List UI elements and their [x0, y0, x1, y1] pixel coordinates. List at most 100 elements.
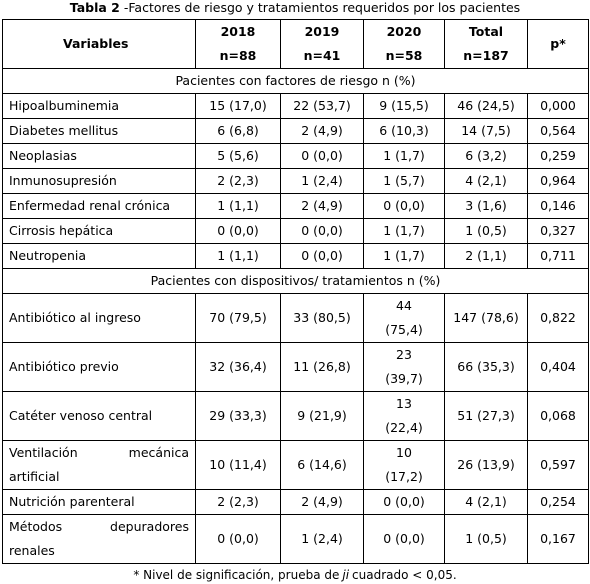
table-row: Diabetes mellitus 6 (6,8) 2 (4,9) 6 (10,3) 1…: [2, 118, 589, 144]
cell: 4 (2,1): [444, 168, 528, 194]
header-cell: p*: [527, 19, 589, 69]
cell: 2 (4,9): [280, 489, 364, 515]
cell: 2 (2,3): [195, 168, 281, 194]
cell: 2 (1,1): [444, 243, 528, 269]
cell: 3 (1,6): [444, 193, 528, 219]
cell: 10 (11,4): [195, 440, 281, 490]
cell: 23 (39,7): [363, 342, 445, 392]
footnote-text: cuadrado < 0,05.: [352, 568, 457, 582]
section-row: Pacientes con factores de riesgo n (%): [2, 68, 589, 94]
table-row: Ventilación mecánica artificial 10 (11,4)…: [2, 440, 589, 490]
header-n: n=88: [219, 48, 257, 63]
cell: 6 (10,3): [363, 118, 445, 144]
header-cell: 2020 n=58: [363, 19, 445, 69]
cell: 1 (0,5): [444, 218, 528, 244]
cell: 0,711: [527, 243, 589, 269]
table-row: Antibiótico previo 32 (36,4) 11 (26,8) 23 (…: [2, 342, 589, 392]
cell: 1 (1,7): [363, 143, 445, 169]
cell: 4 (2,1): [444, 489, 528, 515]
cell: 1 (1,1): [195, 243, 281, 269]
cell: 51 (27,3): [444, 391, 528, 441]
header-n: n=58: [385, 48, 423, 63]
header-n: n=187: [463, 48, 509, 63]
header-row: Variables 2018 n=88 2019 n=41 2020 n=58 Total n=…: [2, 19, 589, 69]
header-year: 2019: [304, 24, 340, 39]
header-year: Total: [468, 24, 504, 39]
title-label: Tabla 2: [69, 0, 120, 15]
table-row: Catéter venoso central 29 (33,3) 9 (21,9) 1…: [2, 391, 589, 441]
row-label: Métodos depuradores renales: [2, 514, 196, 564]
cell: 2 (4,9): [280, 118, 364, 144]
table-title: Tabla 2 -Factores de riesgo y tratamiento…: [0, 0, 590, 16]
cell: 13 (22,4): [363, 391, 445, 441]
cell: 44 (75,4): [363, 293, 445, 343]
cell: 0,404: [527, 342, 589, 392]
header-year: 2020: [386, 24, 422, 39]
title-text: -Factores de riesgo y tratamientos reque…: [123, 0, 521, 15]
row-label: Antibiótico al ingreso: [2, 293, 196, 343]
cell: 0 (0,0): [280, 143, 364, 169]
row-label: Enfermedad renal crónica: [2, 193, 196, 219]
cell: 6 (14,6): [280, 440, 364, 490]
row-label: Neoplasias: [2, 143, 196, 169]
cell: 5 (5,6): [195, 143, 281, 169]
cell: 1 (1,7): [363, 218, 445, 244]
cell: 6 (6,8): [195, 118, 281, 144]
cell: 32 (36,4): [195, 342, 281, 392]
row-label: Neutropenia: [2, 243, 196, 269]
footnote-text: * Nivel de significación, prueba de: [133, 568, 340, 582]
footnote: * Nivel de significación, prueba de ji cua…: [0, 568, 590, 582]
table-row: Neoplasias 5 (5,6) 0 (0,0) 1 (1,7) 6 (3,2) 0,…: [2, 143, 589, 169]
row-label: Inmunosupresión: [2, 168, 196, 194]
cell: 2 (4,9): [280, 193, 364, 219]
table: Variables 2018 n=88 2019 n=41 2020 n=58 Total n=…: [2, 19, 589, 564]
table-body: Pacientes con factores de riesgo n (%) Hi…: [2, 68, 589, 564]
cell: 0,167: [527, 514, 589, 564]
row-label: Catéter venoso central: [2, 391, 196, 441]
cell: 0 (0,0): [195, 514, 281, 564]
cell: 9 (15,5): [363, 93, 445, 119]
cell: 46 (24,5): [444, 93, 528, 119]
cell: 1 (0,5): [444, 514, 528, 564]
cell: 14 (7,5): [444, 118, 528, 144]
header-cell: Variables: [2, 19, 196, 69]
header-cell: 2019 n=41: [280, 19, 364, 69]
cell: 0 (0,0): [280, 243, 364, 269]
section-title: Pacientes con dispositivos/ tratamientos…: [2, 268, 589, 294]
table-row: Nutrición parenteral 2 (2,3) 2 (4,9) 0 (0,0…: [2, 489, 589, 515]
cell: 1 (5,7): [363, 168, 445, 194]
cell: 1 (2,4): [280, 168, 364, 194]
row-label: Diabetes mellitus: [2, 118, 196, 144]
cell: 2 (2,3): [195, 489, 281, 515]
section-row: Pacientes con dispositivos/ tratamientos…: [2, 268, 589, 294]
cell: 0 (0,0): [363, 514, 445, 564]
table-row: Inmunosupresión 2 (2,3) 1 (2,4) 1 (5,7) 4 (2…: [2, 168, 589, 194]
cell: 0,597: [527, 440, 589, 490]
cell: 0,259: [527, 143, 589, 169]
row-label: Nutrición parenteral: [2, 489, 196, 515]
table-row: Cirrosis hepática 0 (0,0) 0 (0,0) 1 (1,7) 1 …: [2, 218, 589, 244]
table-row: Neutropenia 1 (1,1) 0 (0,0) 1 (1,7) 2 (1,1) 0…: [2, 243, 589, 269]
row-label: Antibiótico previo: [2, 342, 196, 392]
cell: 0,000: [527, 93, 589, 119]
table-row: Métodos depuradores renales 0 (0,0) 1 (2,4…: [2, 514, 589, 564]
section-title: Pacientes con factores de riesgo n (%): [2, 68, 589, 94]
cell: 9 (21,9): [280, 391, 364, 441]
row-label: Ventilación mecánica artificial: [2, 440, 196, 490]
cell: 10 (17,2): [363, 440, 445, 490]
row-label: Hipoalbuminemia: [2, 93, 196, 119]
table-row: Enfermedad renal crónica 1 (1,1) 2 (4,9) 0 …: [2, 193, 589, 219]
cell: 22 (53,7): [280, 93, 364, 119]
cell: 15 (17,0): [195, 93, 281, 119]
cell: 6 (3,2): [444, 143, 528, 169]
row-label: Cirrosis hepática: [2, 218, 196, 244]
cell: 0,146: [527, 193, 589, 219]
cell: 33 (80,5): [280, 293, 364, 343]
cell: 0,822: [527, 293, 589, 343]
table-row: Antibiótico al ingreso 70 (79,5) 33 (80,5)…: [2, 293, 589, 343]
cell: 0 (0,0): [363, 193, 445, 219]
cell: 0,254: [527, 489, 589, 515]
cell: 0 (0,0): [195, 218, 281, 244]
cell: 29 (33,3): [195, 391, 281, 441]
